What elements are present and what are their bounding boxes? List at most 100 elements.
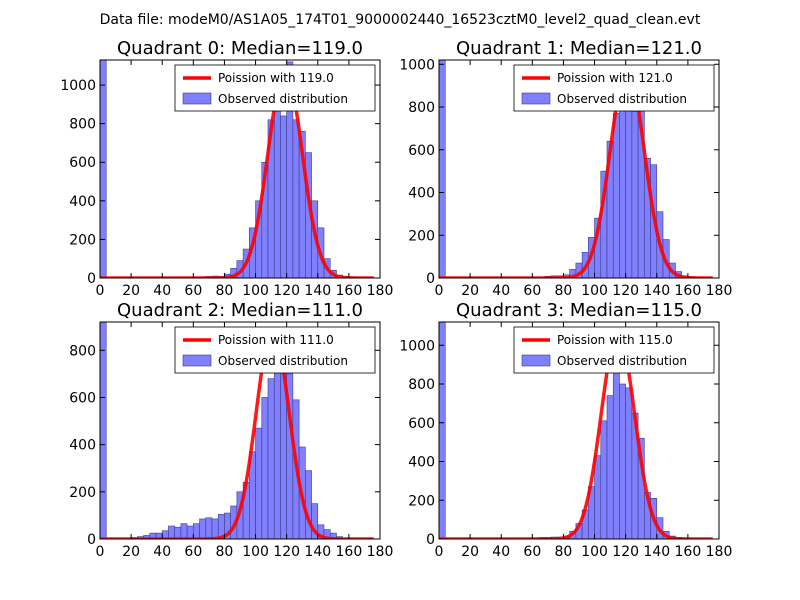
legend-bar-swatch [521,92,551,105]
legend-bar-label: Observed distribution [557,354,687,368]
y-tick-label: 1000 [60,78,96,94]
x-tick-label: 60 [184,544,202,560]
histogram-bar [205,517,213,539]
legend-line-label: Poission with 111.0 [218,333,334,347]
x-tick-label: 100 [581,283,608,299]
x-tick-label: 40 [153,283,171,299]
y-tick-label: 800 [69,343,96,359]
y-tick-label: 600 [69,155,96,171]
poisson-fit-line [439,330,713,539]
x-tick-label: 80 [555,544,573,560]
x-tick-label: 80 [555,283,573,299]
x-tick-label: 160 [675,544,702,560]
x-tick-label: 0 [435,283,444,299]
x-tick-label: 140 [304,283,331,299]
x-tick-label: 40 [153,544,171,560]
histogram-bar [100,322,107,539]
x-tick-label: 20 [461,544,479,560]
histogram-bar [100,60,107,278]
legend-line-label: Poission with 121.0 [557,71,673,85]
x-tick-label: 0 [435,544,444,560]
y-tick-label: 800 [408,377,435,393]
x-tick-label: 60 [523,283,541,299]
poisson-fit-line [100,327,374,539]
x-tick-label: 0 [96,544,105,560]
histogram-bar [631,110,639,278]
legend-line-label: Poission with 119.0 [218,71,334,85]
y-tick-label: 800 [408,100,435,116]
y-tick-label: 400 [69,194,96,210]
y-tick-label: 800 [69,117,96,133]
panel-quadrant-0: 0 20 40 60 80 100 120 140 160 180 0 200 400 600 800 100… [60,38,393,299]
histogram-bar [329,532,337,539]
legend-bar-label: Observed distribution [557,92,687,106]
histogram-bar [292,119,300,278]
histogram-bar [193,523,200,539]
x-tick-label: 20 [461,283,479,299]
x-tick-label: 100 [242,544,269,560]
poisson-fit-line [100,67,374,278]
axes-frame [438,59,720,279]
histogram-bar [261,397,269,539]
x-tick-label: 160 [336,544,363,560]
histogram-bar [305,470,312,539]
histogram-bar [612,113,620,278]
x-tick-label: 180 [367,283,394,299]
x-tick-label: 120 [612,283,639,299]
histogram-bar [273,107,281,278]
x-tick-label: 120 [273,283,300,299]
y-tick-label: 1000 [399,57,435,73]
histogram-bar [273,345,281,539]
y-tick-label: 0 [426,271,435,287]
panel-title: Quadrant 2: Median=111.0 [117,300,363,321]
histogram-bar [606,395,614,539]
plot-area [439,322,713,539]
y-tick-label: 400 [408,455,435,471]
axes-frame [99,321,381,540]
histogram-bar [600,420,608,539]
plot-area [100,322,374,539]
x-tick-label: 180 [706,544,733,560]
axes-frame [99,59,381,279]
y-tick-label: 600 [408,143,435,159]
x-tick-label: 40 [492,544,510,560]
histogram-bar [280,115,287,278]
y-tick-label: 0 [426,532,435,548]
x-tick-label: 100 [242,283,269,299]
histogram-bar [267,378,275,539]
x-tick-label: 140 [304,544,331,560]
y-tick-label: 600 [69,390,96,406]
histogram-bar [311,503,319,539]
panel-title: Quadrant 1: Median=121.0 [456,38,702,59]
histogram-bar [439,60,446,278]
legend-line-label: Poission with 115.0 [557,333,673,347]
histogram-bar [199,518,207,539]
x-tick-label: 0 [96,283,105,299]
histogram-bar [186,525,194,539]
histogram-bar [439,322,446,539]
x-tick-label: 60 [184,283,202,299]
x-tick-label: 140 [643,544,670,560]
x-tick-label: 160 [675,283,702,299]
x-tick-label: 140 [643,283,670,299]
x-tick-label: 80 [216,544,234,560]
panel-title: Quadrant 0: Median=119.0 [117,38,363,59]
histogram-bar [211,518,219,539]
plot-area [439,60,713,278]
x-tick-label: 120 [612,544,639,560]
y-tick-label: 600 [408,416,435,432]
x-tick-label: 40 [492,283,510,299]
y-tick-label: 200 [408,228,435,244]
histogram-bar [619,383,626,539]
axes-frame [438,321,720,540]
histogram-bar [174,526,182,539]
panel-title: Quadrant 3: Median=115.0 [456,300,702,321]
panel-quadrant-2: 0 20 40 60 80 100 120 140 160 180 0 200 400 600 800 Qua… [69,300,393,560]
y-tick-label: 0 [87,271,96,287]
legend-bar-label: Observed distribution [218,354,348,368]
y-tick-label: 200 [69,485,96,501]
plot-area [100,60,374,278]
y-tick-label: 200 [69,232,96,248]
histogram-bar [168,525,175,539]
